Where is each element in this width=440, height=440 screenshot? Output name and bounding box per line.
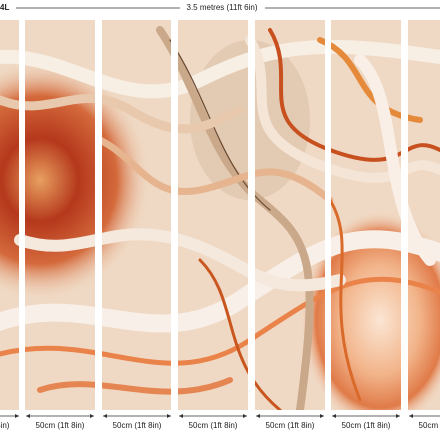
panel-width-label: 50cm (1ft 8in) <box>189 421 238 430</box>
marble-artwork <box>0 20 440 410</box>
product-code: 4L <box>0 3 9 12</box>
panel-width-label: 50cm (1ft 8in) <box>113 421 162 430</box>
panel-width-label: 50cm (1ft 8in) <box>36 421 85 430</box>
panel-width-label: 50cm (1ft 8in) <box>266 421 315 430</box>
arrow <box>409 414 413 418</box>
arrow <box>15 414 19 418</box>
panel-width-label: 50cm (1ft 8in) <box>342 421 391 430</box>
panel-dimensions: 50cm (1ft 8in) 50cm (1ft 8in) 50cm (1ft 8i… <box>0 414 440 430</box>
panel-width-label: 50cm (1ft 8in) <box>419 421 440 430</box>
panel-width-label: 50cm (1ft 8in) <box>0 421 10 430</box>
total-width-label: 3.5 metres (11ft 6in) <box>187 3 258 12</box>
